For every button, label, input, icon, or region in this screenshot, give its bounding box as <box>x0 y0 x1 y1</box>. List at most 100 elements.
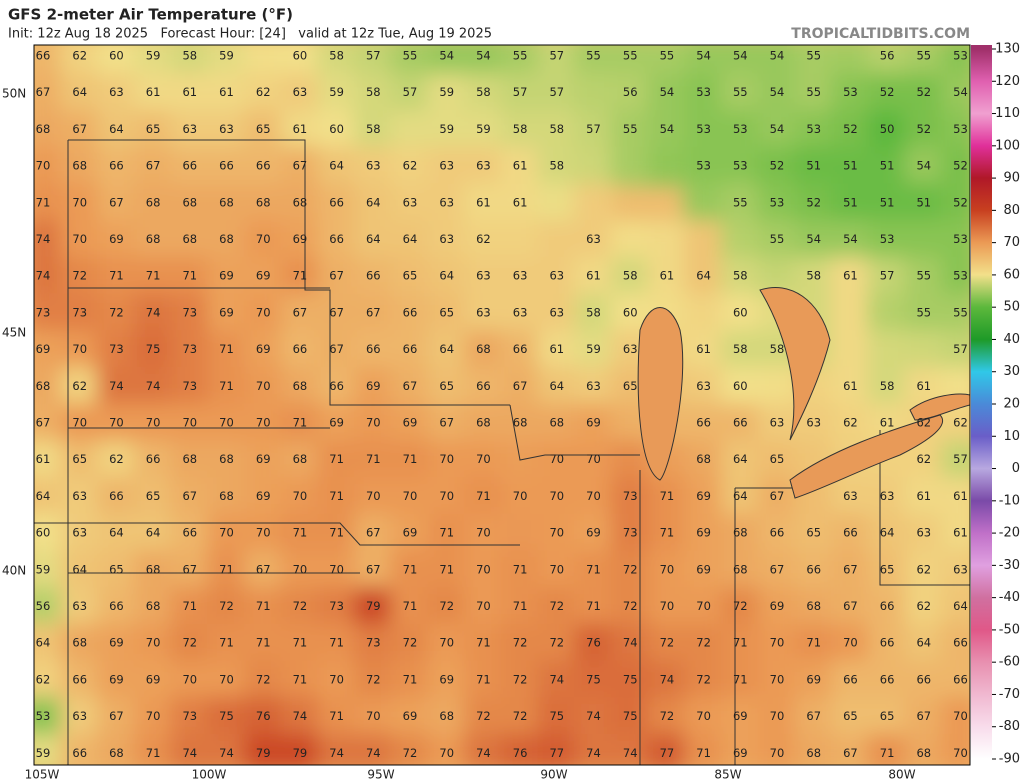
temperature-label: 66 <box>219 159 234 173</box>
temperature-cell <box>427 733 467 765</box>
temperature-label: 74 <box>36 232 51 246</box>
temperature-label: 70 <box>843 636 858 650</box>
temperature-cell <box>867 146 907 186</box>
temperature-cell <box>831 697 870 736</box>
temperature-label: 71 <box>476 636 491 650</box>
temperature-label: 71 <box>403 672 418 686</box>
temperature-label: 62 <box>953 416 968 430</box>
temperature-cell <box>34 330 63 369</box>
temperature-cell <box>427 366 467 406</box>
temperature-cell <box>574 220 613 259</box>
temperature-label: 72 <box>549 599 564 613</box>
temperature-cell <box>574 110 613 149</box>
temperature-label: 71 <box>219 379 234 393</box>
temperature-cell <box>317 73 356 113</box>
temperature-cell <box>243 733 283 765</box>
temperature-cell <box>647 513 687 553</box>
temperature-label: 75 <box>219 709 234 723</box>
field-fill <box>720 220 760 259</box>
temperature-cell <box>427 220 467 259</box>
temperature-cell <box>243 403 283 443</box>
temperature-cell <box>280 110 320 149</box>
temperature-label: 66 <box>696 416 711 430</box>
colorbar-tick-label: -90 <box>999 752 1020 767</box>
temperature-label: 67 <box>366 305 381 319</box>
temperature-label: 71 <box>660 489 675 503</box>
temperature-label: 57 <box>880 269 895 283</box>
field-fill <box>684 220 723 259</box>
temperature-label: 53 <box>36 709 51 723</box>
temperature-cell <box>537 623 577 663</box>
temperature-label: 55 <box>660 49 675 63</box>
temperature-label: 62 <box>916 599 931 613</box>
temperature-label: 67 <box>439 416 454 430</box>
temperature-label: 75 <box>146 342 161 356</box>
longitude-label: 95W <box>367 768 394 782</box>
temperature-label: 64 <box>146 526 161 540</box>
temperature-cell <box>243 220 283 259</box>
temperature-label: 53 <box>953 269 968 283</box>
temperature-label: 63 <box>476 269 491 283</box>
temperature-label: 67 <box>329 269 344 283</box>
temperature-label: 71 <box>586 599 601 613</box>
temperature-label: 63 <box>513 305 528 319</box>
temperature-cell <box>464 146 503 186</box>
temperature-label: 72 <box>733 599 748 613</box>
temperature-cell <box>610 587 650 626</box>
temperature-label: 70 <box>476 526 491 540</box>
temperature-label: 70 <box>182 672 197 686</box>
temperature-cell <box>390 513 430 553</box>
temperature-label: 61 <box>513 159 528 173</box>
temperature-cell <box>60 733 100 765</box>
temperature-cell <box>537 660 577 700</box>
temperature-cell <box>794 513 834 553</box>
temperature-cell <box>353 220 393 259</box>
temperature-label: 68 <box>549 416 564 430</box>
temperature-label: 68 <box>109 746 124 760</box>
temperature-cell <box>500 697 540 736</box>
colorbar-tick-label: 120 <box>995 74 1020 89</box>
longitude-label: 105W <box>25 768 60 782</box>
temperature-cell <box>647 733 687 765</box>
temperature-cell <box>500 330 540 369</box>
temperature-label: 55 <box>770 232 785 246</box>
temperature-label: 60 <box>293 49 308 63</box>
temperature-cell <box>904 45 944 76</box>
temperature-cell <box>684 330 723 369</box>
temperature-cell <box>243 587 283 626</box>
temperature-cell <box>720 330 760 369</box>
temperature-label: 68 <box>256 195 271 209</box>
temperature-cell <box>464 73 503 113</box>
temperature-label: 66 <box>476 379 491 393</box>
field-fill <box>500 220 540 259</box>
temperature-label: 70 <box>219 526 234 540</box>
temperature-label: 68 <box>146 195 161 209</box>
temperature-cell <box>390 293 430 333</box>
temperature-label: 60 <box>733 305 748 319</box>
temperature-label: 71 <box>329 452 344 466</box>
temperature-label: 70 <box>146 636 161 650</box>
temperature-cell <box>170 256 210 296</box>
temperature-label: 71 <box>182 599 197 613</box>
temperature-cell <box>941 146 970 186</box>
temperature-cell <box>97 660 136 700</box>
temperature-label: 62 <box>72 379 87 393</box>
temperature-label: 65 <box>146 489 161 503</box>
temperature-label: 64 <box>439 269 454 283</box>
temperature-label: 65 <box>806 526 821 540</box>
temperature-label: 52 <box>806 195 821 209</box>
temperature-label: 73 <box>109 342 124 356</box>
temperature-cell <box>97 550 136 590</box>
lake-ontario <box>909 393 970 421</box>
temperature-label: 64 <box>733 489 748 503</box>
temperature-cell <box>243 623 283 663</box>
temperature-label: 55 <box>513 49 528 63</box>
temperature-cell <box>353 733 393 765</box>
temperature-cell <box>941 183 970 223</box>
temperature-cell <box>34 550 63 590</box>
temperature-label: 72 <box>403 746 418 760</box>
temperature-label: 79 <box>366 599 381 613</box>
colorbar-tick-label: 80 <box>1003 203 1020 218</box>
temperature-label: 64 <box>36 636 51 650</box>
temperature-cell <box>133 660 173 700</box>
